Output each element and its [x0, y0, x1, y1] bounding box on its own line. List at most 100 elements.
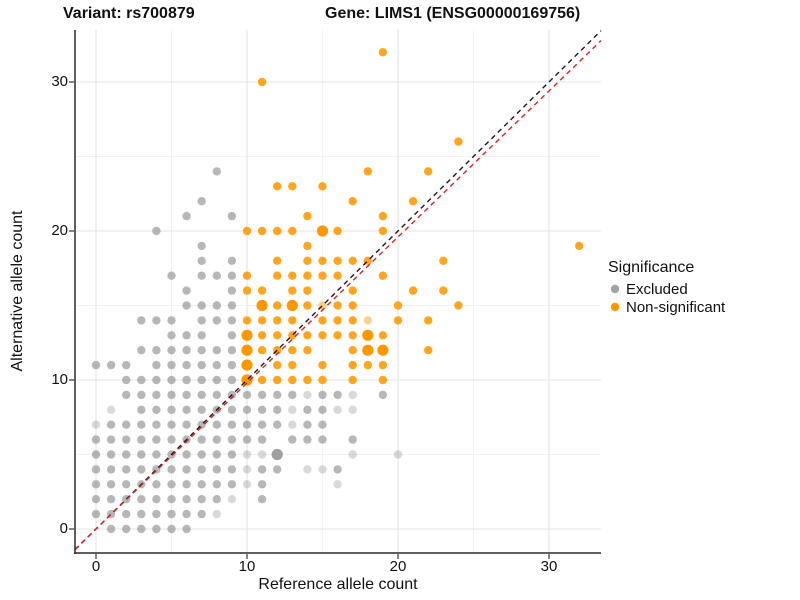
gridlines-major: [75, 30, 601, 553]
data-point: [182, 211, 191, 221]
data-point: [273, 301, 282, 310]
data-point: [227, 256, 237, 265]
data-point: [242, 390, 252, 400]
data-point: [273, 256, 282, 265]
data-point: [257, 390, 267, 400]
data-point: [257, 331, 267, 340]
data-point: [318, 256, 327, 265]
data-point: [242, 480, 252, 489]
data-point: [212, 360, 221, 370]
data-point: [303, 211, 312, 221]
data-point: [303, 271, 312, 280]
data-point: [227, 420, 237, 429]
data-point: [303, 301, 312, 310]
data-point: [197, 509, 206, 519]
data-point: [303, 375, 312, 385]
points-excluded: [91, 167, 403, 534]
data-point: [182, 420, 191, 429]
gridlines-minor: [75, 30, 601, 553]
data-point: [197, 435, 206, 444]
data-point: [137, 465, 146, 474]
data-point: [303, 346, 312, 355]
data-point: [286, 299, 298, 312]
legend-item-non-significant-label: Non-significant: [626, 298, 726, 316]
data-point: [575, 241, 584, 251]
data-point: [303, 241, 312, 251]
data-point: [273, 271, 282, 280]
data-point: [182, 465, 191, 474]
data-point: [91, 465, 101, 474]
data-point: [212, 480, 221, 489]
data-point: [152, 420, 161, 429]
data-point: [273, 360, 282, 370]
data-point: [227, 286, 237, 295]
data-point: [167, 509, 176, 519]
y-tick-label-0: 0: [59, 520, 68, 537]
data-point: [182, 375, 191, 385]
data-point: [197, 316, 206, 325]
data-point: [137, 375, 146, 385]
data-point: [288, 271, 297, 280]
data-point: [348, 390, 357, 400]
data-point: [303, 465, 312, 474]
data-point: [288, 435, 297, 444]
data-point: [303, 256, 312, 265]
data-point: [122, 524, 131, 534]
data-point: [242, 405, 252, 414]
data-point: [393, 316, 403, 325]
data-point: [182, 480, 191, 489]
data-point: [257, 375, 267, 385]
data-point: [197, 375, 206, 385]
identity-line: [74, 30, 602, 551]
data-point: [348, 331, 357, 340]
x-tick-label-20: 20: [389, 558, 407, 575]
data-point: [242, 271, 252, 280]
data-point: [167, 360, 176, 370]
data-point: [303, 420, 312, 429]
data-point: [106, 480, 116, 489]
data-point: [122, 509, 131, 519]
data-point: [227, 480, 237, 489]
data-point: [333, 316, 342, 325]
x-axis-title: Reference allele count: [258, 576, 418, 593]
data-point: [152, 405, 161, 414]
data-point: [333, 226, 342, 236]
data-point: [227, 465, 237, 474]
data-point: [197, 346, 206, 355]
y-tick-label-10: 10: [51, 371, 68, 388]
data-point: [273, 316, 282, 325]
excluded-dot: [610, 284, 620, 294]
data-point: [197, 480, 206, 489]
data-point: [257, 450, 267, 459]
data-point: [316, 225, 329, 237]
data-point: [241, 359, 253, 371]
x-tick-label-30: 30: [540, 558, 558, 575]
data-point: [288, 390, 297, 400]
data-point: [106, 420, 116, 429]
data-point: [122, 450, 131, 459]
data-point: [242, 435, 252, 444]
data-point: [363, 167, 372, 176]
data-point: [333, 271, 342, 280]
data-point: [152, 524, 161, 534]
data-point: [257, 495, 267, 504]
data-point: [333, 465, 342, 474]
data-point: [348, 301, 357, 310]
data-point: [212, 495, 221, 504]
data-point: [167, 420, 176, 429]
data-point: [377, 344, 389, 356]
data-point: [227, 450, 237, 459]
data-point: [167, 435, 176, 444]
data-point: [273, 331, 282, 340]
data-point: [348, 286, 357, 295]
y-tick-label-30: 30: [51, 73, 68, 90]
data-point: [137, 509, 146, 519]
data-point: [197, 271, 206, 280]
legend-title: Significance: [608, 259, 695, 276]
data-point: [227, 211, 237, 221]
data-point: [167, 495, 176, 504]
axes: [74, 30, 601, 554]
data-point: [318, 465, 327, 474]
data-point: [378, 390, 388, 400]
data-point: [167, 390, 176, 400]
